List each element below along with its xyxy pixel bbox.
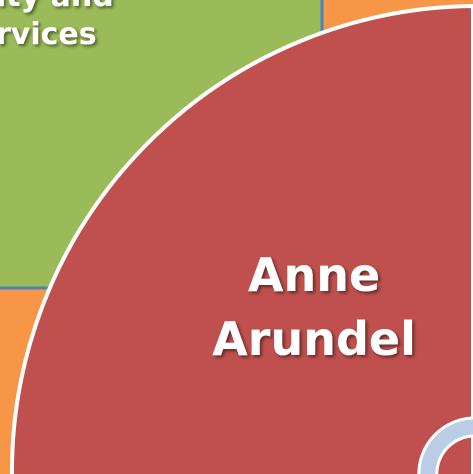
sector-label: Arundel <box>212 312 416 366</box>
green-box-text: ity and <box>0 0 114 14</box>
inner-arc <box>417 416 473 474</box>
green-box-text: rvices <box>0 17 97 52</box>
sector-label: Anne <box>248 248 380 302</box>
red-sector <box>10 3 473 474</box>
